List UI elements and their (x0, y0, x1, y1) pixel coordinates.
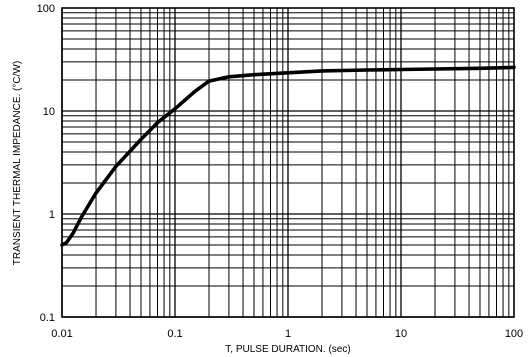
y-tick-label: 10 (43, 106, 55, 118)
x-tick-labels: 0.01 0.1 1 10 100 (51, 328, 523, 340)
x-tick-label: 100 (505, 328, 523, 340)
y-tick-label: 1 (49, 209, 55, 221)
y-axis-label: TRANSIENT THERMAL IMPEDANCE. (°C/W) (12, 61, 23, 265)
y-tick-label: 100 (37, 3, 55, 15)
y-tick-labels: 0.1 1 10 100 (37, 3, 55, 324)
x-axis-label: T, PULSE DURATION. (sec) (225, 344, 350, 355)
x-tick-label: 0.01 (51, 328, 72, 340)
x-tick-label: 10 (395, 328, 407, 340)
x-tick-label: 1 (285, 328, 291, 340)
y-tick-label: 0.1 (40, 312, 55, 324)
grid-lines (61, 8, 514, 318)
series-line (60, 65, 516, 247)
plot-frame (61, 7, 515, 318)
x-tick-label: 0.1 (167, 328, 182, 340)
